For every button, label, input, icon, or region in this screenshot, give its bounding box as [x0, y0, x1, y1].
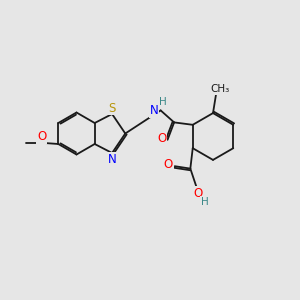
Text: H: H [159, 97, 166, 107]
Text: O: O [157, 132, 166, 145]
Text: H: H [201, 196, 208, 207]
Text: S: S [108, 101, 116, 115]
Text: N: N [108, 153, 117, 166]
Text: O: O [193, 187, 203, 200]
Text: O: O [164, 158, 173, 172]
Text: O: O [37, 130, 46, 143]
Text: N: N [150, 104, 158, 118]
Text: CH₃: CH₃ [210, 84, 229, 94]
